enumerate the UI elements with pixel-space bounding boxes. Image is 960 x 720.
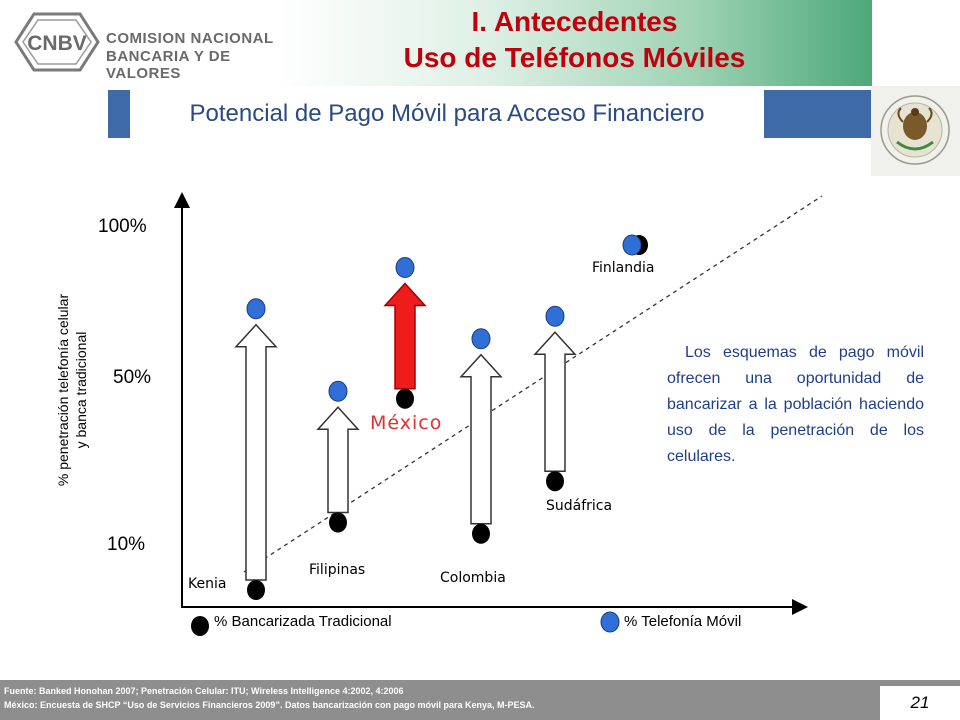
mobile-point-sudafrica <box>545 305 565 327</box>
logo-line1: COMISION NACIONAL <box>106 30 274 47</box>
mobile-point-filipinas <box>328 380 348 402</box>
mobile-point-finlandia <box>622 234 642 256</box>
banked-point-mexico <box>396 388 414 409</box>
growth-arrow-filipinas <box>316 406 360 514</box>
growth-arrow-kenia <box>234 323 278 581</box>
mobile-point-kenia <box>246 298 266 320</box>
page-number: 21 <box>880 686 960 720</box>
mexico-seal <box>871 86 960 176</box>
page-title-line2: Uso de Teléfonos Móviles <box>403 42 746 73</box>
logo-initials: CNBV <box>27 32 87 55</box>
subtitle-bar: Potencial de Pago Móvil para Acceso Fina… <box>108 90 872 138</box>
label-mexico: México <box>370 412 443 434</box>
footer-bar: Fuente: Banked Honohan 2007; Penetración… <box>0 680 960 720</box>
legend-mobile-label: % Telefonía Móvil <box>624 613 742 630</box>
label-kenia: Kenia <box>188 576 227 592</box>
label-filipinas: Filipinas <box>309 562 366 578</box>
y-tick-100: 100% <box>98 216 147 237</box>
banked-point-sudafrica <box>546 471 564 492</box>
page-title-line1: I. Antecedentes <box>471 6 678 37</box>
label-colombia: Colombia <box>440 570 506 586</box>
y-tick-50: 50% <box>113 367 152 388</box>
growth-arrow-colombia <box>459 353 503 525</box>
banked-point-filipinas <box>329 512 347 533</box>
y-axis-label-line2: y banca tradicional <box>73 331 89 449</box>
cnbv-logo: CNBV COMISION NACIONAL BANCARIA Y DE VAL… <box>14 10 274 82</box>
growth-arrow-sudafrica <box>533 331 577 472</box>
mexico-coat-of-arms-icon <box>880 95 950 165</box>
label-sudafrica: Sudáfrica <box>546 498 613 514</box>
banked-point-kenia <box>247 580 265 600</box>
mobile-point-colombia <box>471 328 491 350</box>
logo-line2: BANCARIA Y DE VALORES <box>106 48 231 82</box>
y-tick-10: 10% <box>107 534 146 555</box>
y-axis-label-line1: % penetración telefonía celular <box>55 293 71 487</box>
legend-banked-label: % Bancarizada Tradicional <box>214 613 392 630</box>
footer-source-line2: México: Encuesta de SHCP “Uso de Servici… <box>4 700 535 710</box>
footer-source-line1: Fuente: Banked Honohan 2007; Penetración… <box>4 686 404 696</box>
title-banner: I. Antecedentes Uso de Teléfonos Móviles <box>277 0 872 86</box>
mobile-point-mexico <box>395 257 415 278</box>
label-finlandia: Finlandia <box>592 260 655 276</box>
page-subtitle: Potencial de Pago Móvil para Acceso Fina… <box>130 90 764 138</box>
y-axis-label: % penetración telefonía celular y banca … <box>54 230 90 550</box>
cnbv-logo-icon: CNBV <box>14 12 100 72</box>
growth-arrow-mexico <box>383 282 427 390</box>
description-text: Los esquemas de pago móvil ofrecen una o… <box>667 344 924 465</box>
banked-point-colombia <box>472 523 490 544</box>
